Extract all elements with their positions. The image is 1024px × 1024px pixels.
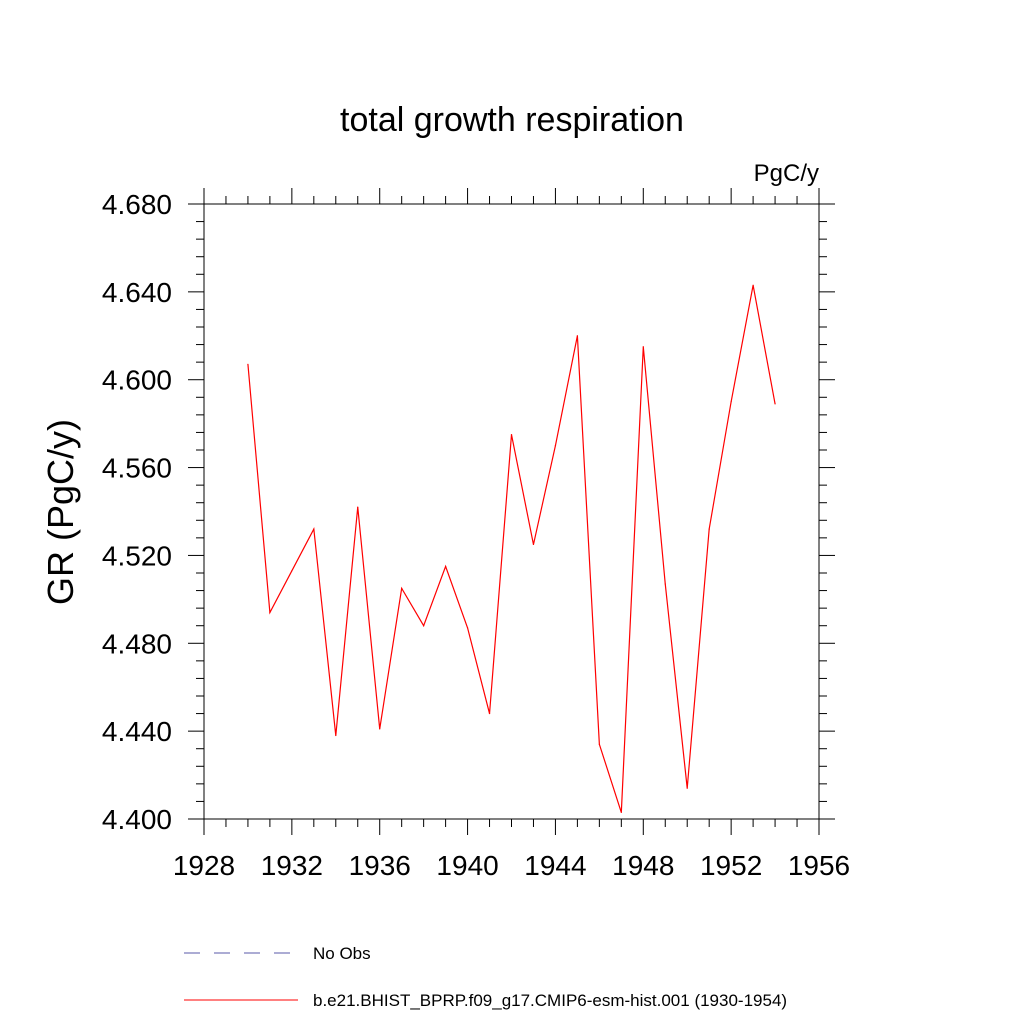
data-point: [642, 346, 644, 348]
data-point: [554, 445, 557, 447]
x-tick-label: 1928: [173, 850, 235, 881]
data-point: [291, 570, 293, 572]
y-tick-label: 4.600: [102, 365, 172, 396]
data-point: [379, 728, 381, 730]
y-tick-label: 4.400: [102, 804, 172, 835]
x-tick-label: 1940: [436, 850, 498, 881]
data-point: [423, 625, 425, 627]
x-tick-label: 1956: [788, 850, 850, 881]
data-point: [510, 434, 513, 436]
chart-title: total growth respiration: [340, 101, 684, 139]
plot-frame: [203, 203, 820, 820]
data-point: [664, 583, 666, 585]
x-tick-label: 1948: [612, 850, 674, 881]
x-tick-label: 1936: [349, 850, 411, 881]
legend-label: b.e21.BHIST_BPRP.f09_g17.CMIP6-esm-hist.…: [313, 991, 787, 1010]
data-point: [752, 284, 754, 286]
y-tick-label: 4.520: [102, 540, 172, 571]
y-tick-label: 4.680: [102, 189, 172, 220]
data-point: [466, 627, 469, 629]
axis-ticks: [188, 188, 835, 835]
x-tick-label: 1952: [700, 850, 762, 881]
data-point: [532, 543, 535, 546]
y-tick-label: 4.560: [102, 453, 172, 484]
plot-series: [247, 284, 776, 814]
data-point: [708, 528, 710, 530]
y-axis-label: GR (PgC/y): [40, 419, 81, 605]
data-point: [576, 335, 578, 337]
units-label: PgC/y: [754, 160, 819, 187]
x-tick-label: 1944: [524, 850, 586, 881]
data-point: [598, 743, 600, 745]
data-point: [620, 811, 622, 814]
y-tick-label: 4.480: [102, 628, 172, 659]
data-point: [269, 611, 271, 614]
axis-tick-labels: 1928 1932 1936 1940 1944 1948 1952 1956 4.400 4.4…: [102, 189, 850, 881]
data-point: [686, 787, 688, 789]
data-point: [774, 403, 776, 405]
data-point: [335, 734, 337, 737]
data-point: [313, 528, 315, 530]
y-tick-label: 4.440: [102, 716, 172, 747]
legend: No Obs b.e21.BHIST_BPRP.f09_g17.CMIP6-esm…: [184, 944, 787, 1010]
series-line-1: [247, 285, 776, 813]
data-point: [730, 401, 732, 403]
data-point: [488, 712, 491, 715]
data-point: [401, 587, 403, 589]
legend-label: No Obs: [313, 944, 371, 963]
data-point: [247, 363, 249, 365]
y-tick-label: 4.640: [102, 277, 172, 308]
x-tick-label: 1932: [261, 850, 323, 881]
data-point: [445, 565, 447, 568]
data-point: [357, 506, 359, 508]
